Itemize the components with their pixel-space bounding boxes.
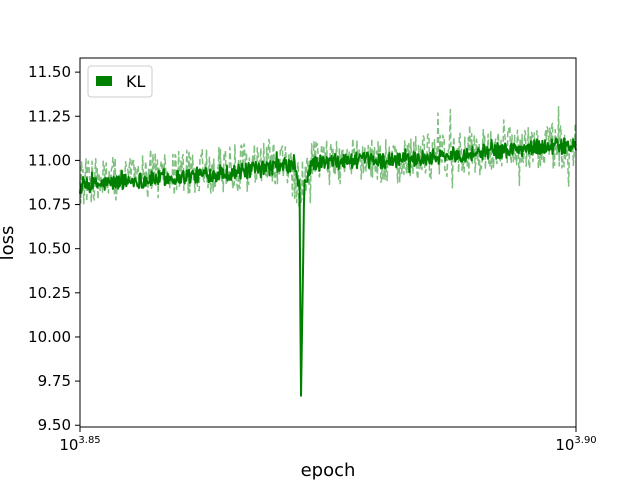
y-tick-label: 11.00: [28, 151, 71, 169]
x-tick-label: 103.85: [59, 435, 100, 454]
y-tick-label: 11.25: [28, 107, 71, 125]
y-tick-label: 10.25: [28, 284, 71, 302]
x-tick-exponent: 3.90: [574, 435, 596, 446]
y-axis-ticks: 9.50 9.75 10.00 10.25 10.50 10.75 11.00 11.25 11…: [28, 63, 80, 434]
x-tick-exponent: 3.85: [78, 435, 100, 446]
x-tick-label: 103.90: [555, 435, 596, 454]
x-axis-ticks: 103.85 103.90: [59, 427, 597, 454]
legend-swatch-kl: [96, 76, 112, 86]
plot-frame: [79, 57, 577, 428]
y-tick-label: 10.50: [28, 240, 71, 258]
y-tick-label: 10.75: [28, 196, 71, 214]
y-tick-label: 11.50: [28, 63, 71, 81]
y-tick-label: 9.75: [38, 372, 71, 390]
series-line-kl: [79, 137, 577, 397]
legend-label-kl: KL: [126, 72, 145, 91]
y-tick-label: 9.50: [38, 416, 71, 434]
series-layer: [79, 106, 577, 397]
legend: KL: [87, 65, 153, 98]
y-tick-label: 10.00: [28, 328, 71, 346]
x-tick-base: 10: [59, 436, 78, 454]
x-tick-base: 10: [555, 436, 574, 454]
x-axis-label: epoch: [301, 460, 356, 480]
legend-box: [87, 65, 153, 98]
y-axis-label: loss: [0, 226, 18, 261]
